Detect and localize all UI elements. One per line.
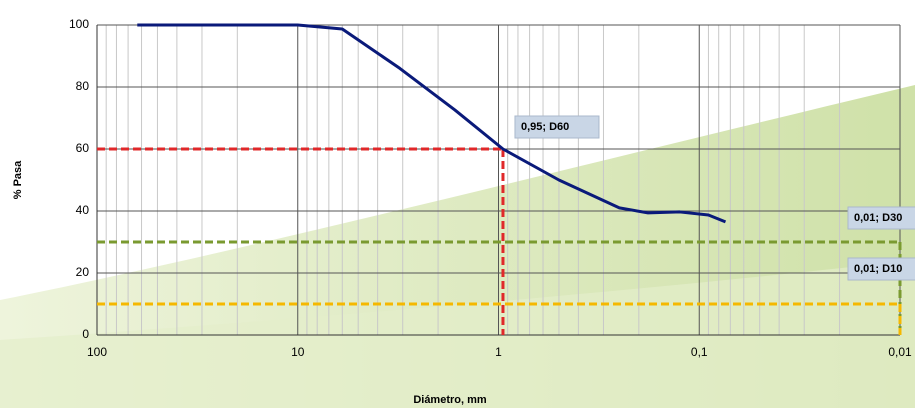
annotation-box (847, 257, 915, 281)
annotation-box (847, 206, 915, 230)
y-tick-label: 20 (76, 265, 90, 279)
x-tick-label: 0,01 (888, 345, 912, 359)
y-tick-label: 0 (82, 327, 89, 341)
annotation-label: 0,95; D60 (521, 121, 569, 133)
y-tick-label: 60 (76, 141, 90, 155)
annotation-label: 0,01; D10 (854, 263, 902, 275)
data-line (137, 23, 727, 224)
annotation-label: 0,01; D30 (854, 212, 902, 224)
y-tick-label: 100 (69, 17, 89, 31)
y-tick-label: 80 (76, 79, 90, 93)
x-tick-label: 1 (495, 345, 502, 359)
y-axis-title: % Pasa (12, 160, 24, 199)
y-tick-label: 40 (76, 203, 90, 217)
x-tick-label: 10 (291, 345, 305, 359)
x-tick-label: 0,1 (691, 345, 708, 359)
x-tick-label: 100 (87, 345, 107, 359)
background-swoosh (0, 260, 915, 408)
annotation-box (514, 115, 600, 139)
x-axis-title: Diámetro, mm (413, 394, 487, 406)
